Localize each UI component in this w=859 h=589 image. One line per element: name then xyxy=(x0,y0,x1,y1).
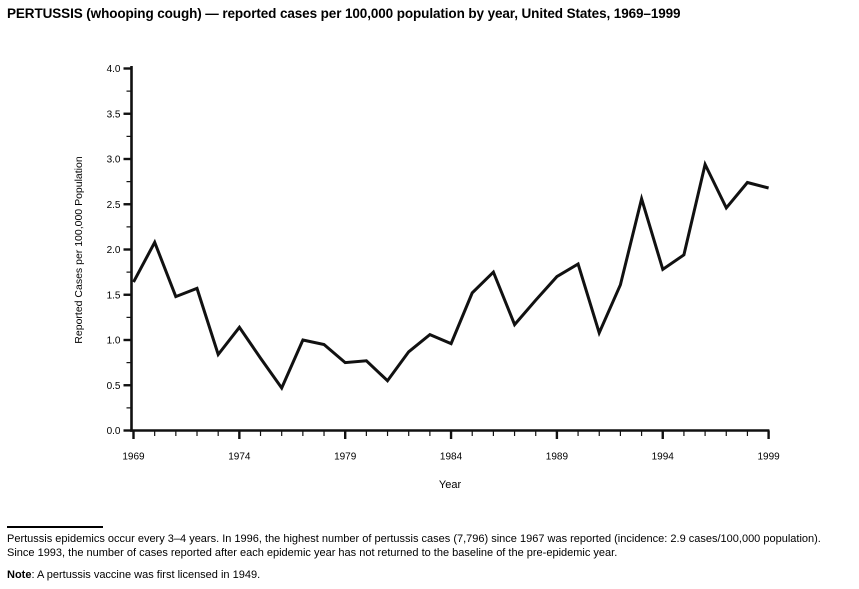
data-polyline xyxy=(132,159,769,392)
y-tick-label: 3.5 xyxy=(107,109,121,120)
x-tick-label: 1979 xyxy=(334,452,357,463)
x-tick-label: 1969 xyxy=(122,452,145,463)
x-tick-label: 1989 xyxy=(546,452,569,463)
y-tick-label: 1.5 xyxy=(107,290,121,301)
footnote-line-1: Pertussis epidemics occur every 3–4 year… xyxy=(7,533,821,545)
footnote-line-2: Since 1993, the number of cases reported… xyxy=(7,546,618,559)
y-tick-label: 1.0 xyxy=(107,336,121,347)
y-axis-title: Reported Cases per 100,000 Population xyxy=(73,156,85,344)
y-tick-label: 0.0 xyxy=(107,426,121,437)
y-tick-label: 3.0 xyxy=(107,155,121,166)
footnote-rule xyxy=(7,526,103,528)
y-tick-label: 2.0 xyxy=(107,245,121,256)
x-tick-label: 1974 xyxy=(228,452,251,463)
y-tick-label: 2.5 xyxy=(107,200,121,211)
x-tick-label: 1994 xyxy=(652,452,675,463)
footnote-block: Pertussis epidemics occur every 3–4 year… xyxy=(7,526,854,583)
note-label: Note xyxy=(7,569,32,581)
chart-title: PERTUSSIS (whooping cough) — reported ca… xyxy=(7,6,681,21)
x-axis-title: Year xyxy=(439,479,462,491)
y-tick-label: 4.0 xyxy=(107,64,121,75)
note-line: Note: A pertussis vaccine was first lice… xyxy=(7,569,854,583)
x-tick-label: 1984 xyxy=(440,452,463,463)
pertussis-line-chart: 0.0 0.5 1.0 1.5 2.0 2.5 3.0 3.5 4.0 1969 1974 1979 1… xyxy=(73,64,780,491)
note-text: : A pertussis vaccine was first licensed… xyxy=(31,569,261,581)
y-tick-label: 0.5 xyxy=(107,381,121,392)
x-tick-label: 1999 xyxy=(757,452,780,463)
